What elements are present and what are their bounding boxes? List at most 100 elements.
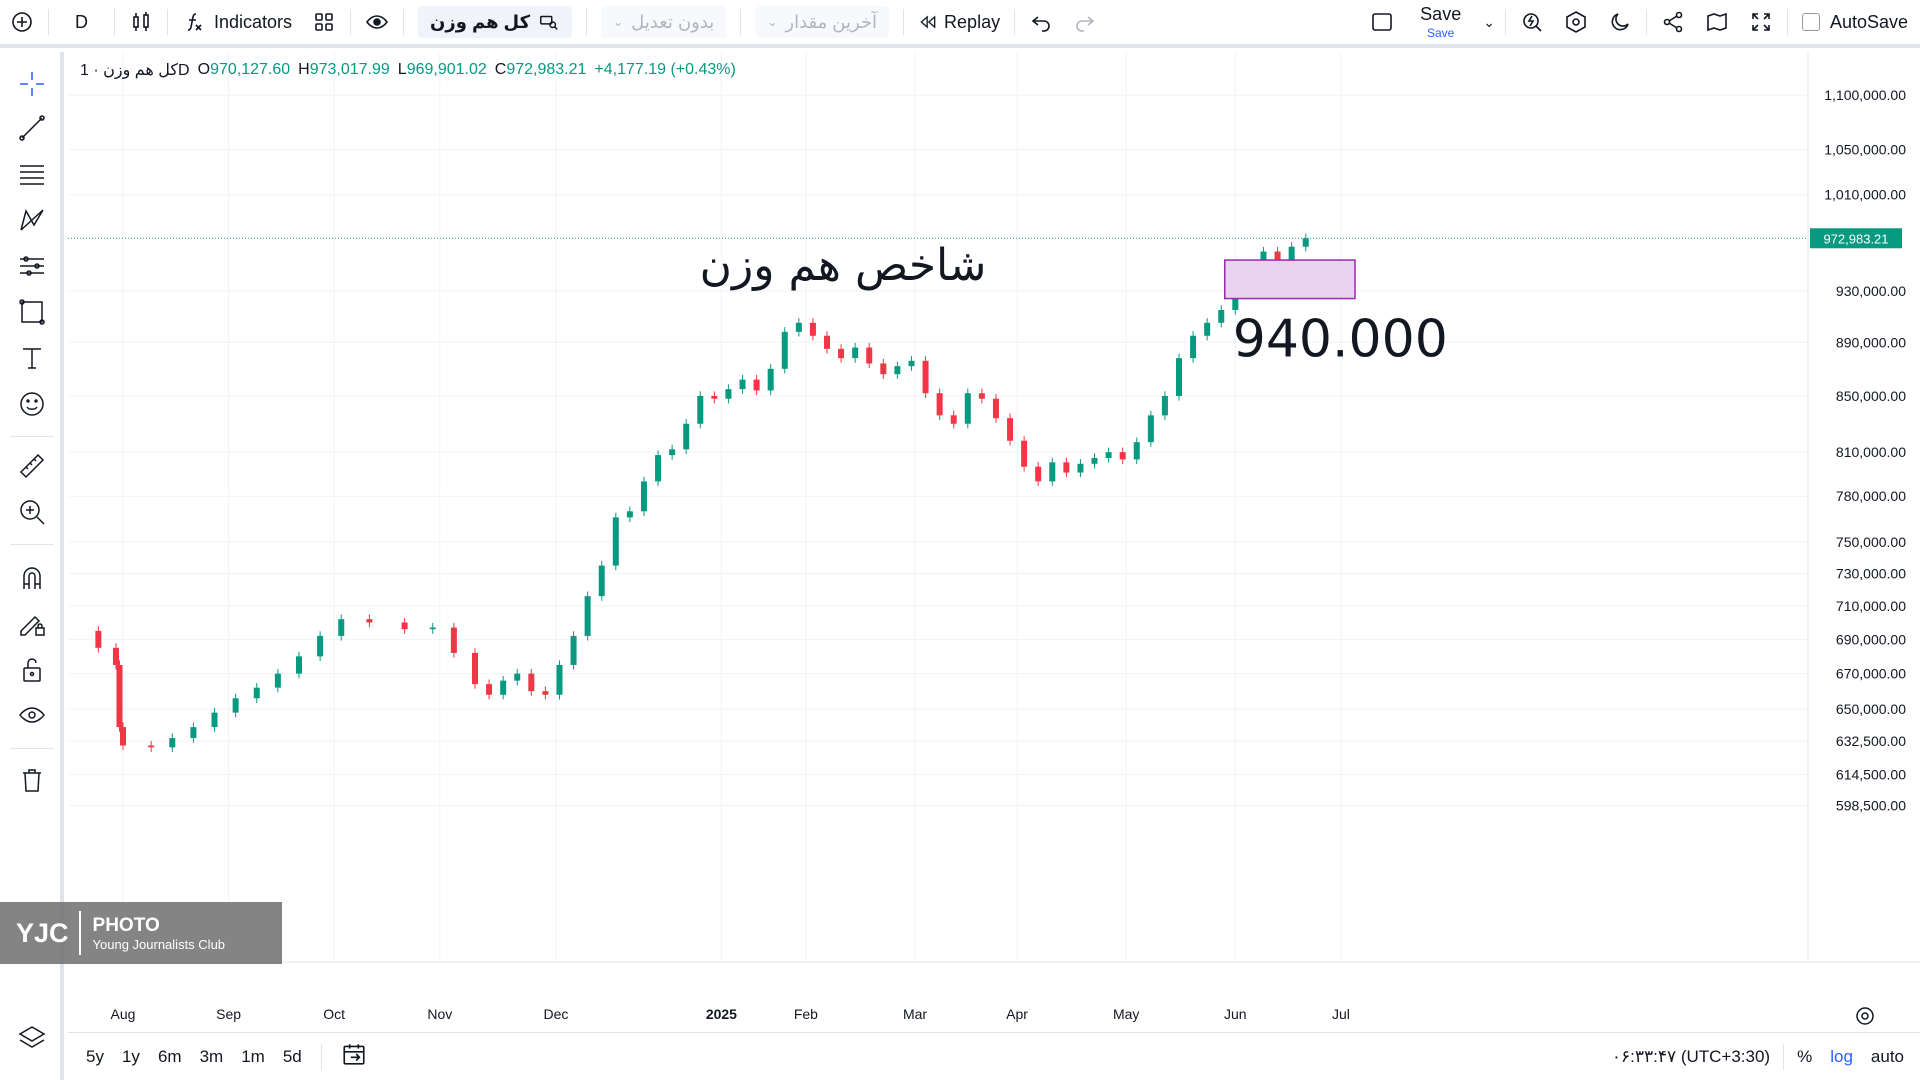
clock-timezone[interactable]: ۰۶:۳۳:۴۷ (UTC+3:30)	[1611, 1046, 1771, 1066]
price-chart[interactable]: شاخص هم وزن 940.000 1,150,000.001,100,00…	[68, 52, 1920, 1030]
target-zone-rectangle[interactable]	[1224, 259, 1356, 300]
percent-scale-button[interactable]: %	[1797, 1046, 1813, 1066]
range-1y-button[interactable]: 1y	[121, 1046, 140, 1066]
unlock-icon	[23, 658, 41, 682]
fullscreen-button[interactable]	[1739, 2, 1783, 42]
value-select[interactable]: ⌄ آخرین مقدار	[755, 6, 890, 38]
candle-body	[626, 511, 633, 518]
divider	[740, 9, 742, 35]
price-tick-label: 614,500.00	[1836, 767, 1906, 783]
open-label: O	[197, 61, 211, 78]
candle-body	[169, 738, 176, 748]
log-scale-button[interactable]: log	[1830, 1046, 1853, 1066]
save-menu-button[interactable]: ⌄	[1477, 2, 1501, 42]
candle-body	[1218, 309, 1225, 323]
symbol-search-label: کل هم وزن	[430, 11, 531, 32]
lock-all-tool[interactable]	[14, 652, 50, 688]
divider	[903, 9, 905, 35]
candle-body	[697, 395, 704, 424]
save-button[interactable]: Save Save	[1404, 2, 1477, 42]
price-axis[interactable]: 1,150,000.001,100,000.001,050,000.001,01…	[1807, 52, 1906, 962]
theme-button[interactable]	[1598, 2, 1642, 42]
candle-body	[1133, 442, 1140, 460]
range-3m-button[interactable]: 3m	[199, 1046, 224, 1066]
price-tick-label: 598,500.00	[1836, 797, 1906, 813]
legend-open: O970,127.60	[198, 61, 291, 79]
text-icon	[23, 348, 41, 369]
prediction-tool[interactable]	[14, 248, 50, 284]
snapshot-button[interactable]	[1695, 2, 1739, 42]
price-tick-label: 690,000.00	[1836, 631, 1906, 647]
range-5y-button[interactable]: 5y	[86, 1046, 104, 1066]
target-value-annotation[interactable]: 940.000	[1233, 310, 1448, 370]
legend-symbol[interactable]: کل هم وزن · 1D	[80, 62, 190, 79]
undo-button[interactable]	[1019, 2, 1063, 42]
candle-body	[1260, 251, 1267, 267]
price-tick-label: 730,000.00	[1836, 566, 1906, 582]
zoom-tool[interactable]	[14, 494, 50, 530]
grid-icon	[315, 13, 333, 31]
object-tree-button[interactable]	[14, 1020, 50, 1056]
candle-body	[866, 347, 873, 364]
emoji-tool[interactable]	[14, 386, 50, 422]
settings-button[interactable]	[1554, 2, 1598, 42]
remove-drawings-tool[interactable]	[14, 762, 50, 798]
redo-button[interactable]	[1063, 2, 1107, 42]
goto-date-button[interactable]	[332, 1041, 376, 1072]
candle-body	[1176, 358, 1182, 396]
trendline-tool[interactable]	[14, 110, 50, 146]
bottom-toolbar: 5y 1y 6m 3m 1m 5d ۰۶:۳۳:۴۷ (UTC+3:30) % …	[68, 1032, 1920, 1080]
range-6m-button[interactable]: 6m	[157, 1046, 182, 1066]
pattern-tool[interactable]	[14, 202, 50, 238]
replay-button[interactable]: Replay	[908, 2, 1010, 42]
crosshair-tool[interactable]	[14, 66, 50, 102]
interval-button[interactable]: D	[75, 11, 88, 32]
add-symbol-button[interactable]	[0, 2, 44, 42]
adjustment-value: بدون تعدیل	[631, 11, 715, 32]
magnet-tool[interactable]	[14, 560, 50, 596]
range-1m-button[interactable]: 1m	[241, 1046, 265, 1066]
value-select-label: آخرین مقدار	[785, 11, 878, 32]
time-tick-label: Mar	[903, 1006, 927, 1022]
value-wrap: ⌄ آخرین مقدار	[745, 2, 899, 42]
quick-search-button[interactable]	[1510, 2, 1554, 42]
symbol-search-button[interactable]: کل هم وزن	[418, 6, 573, 38]
indicators-label: Indicators	[214, 11, 293, 32]
layout-button[interactable]	[1360, 2, 1404, 42]
lock-drawings-tool[interactable]	[14, 606, 50, 642]
auto-scale-button[interactable]: auto	[1870, 1046, 1904, 1066]
shape-tool[interactable]	[14, 294, 50, 330]
time-tick-label: Jun	[1224, 1006, 1247, 1022]
time-axis[interactable]: Aug Sep Oct Nov Dec 2025 Feb Mar Apr May Jun Jul	[68, 961, 1920, 1022]
measure-tool[interactable]	[14, 448, 50, 484]
indicators-button[interactable]: Indicators	[172, 2, 302, 42]
time-tick-label: May	[1113, 1006, 1139, 1022]
hide-drawings-tool[interactable]	[14, 698, 50, 734]
autosave-toggle[interactable]: AutoSave	[1792, 2, 1920, 42]
pattern-icon	[20, 209, 44, 231]
visibility-button[interactable]	[355, 2, 399, 42]
grid-lines	[68, 52, 1808, 962]
autosave-checkbox[interactable]	[1801, 13, 1820, 31]
chart-legend: کل هم وزن · 1D O970,127.60 H973,017.99 L…	[80, 60, 736, 80]
fib-tool[interactable]	[14, 156, 50, 192]
chart-title-annotation[interactable]: شاخص هم وزن	[700, 240, 987, 291]
price-tick-label: 750,000.00	[1836, 534, 1906, 550]
chart-pane[interactable]: شاخص هم وزن 940.000 1,150,000.001,100,00…	[68, 52, 1920, 1030]
text-tool[interactable]	[14, 340, 50, 376]
lightning-search-icon	[1523, 13, 1542, 32]
adjustment-select[interactable]: ⌄ بدون تعدیل	[601, 6, 727, 38]
templates-button[interactable]	[302, 2, 346, 42]
rectangle-icon	[19, 299, 45, 325]
price-tick-label: 890,000.00	[1836, 334, 1906, 350]
candle-body	[725, 389, 732, 399]
divider	[350, 9, 352, 35]
share-button[interactable]	[1651, 2, 1695, 42]
chart-type-button[interactable]	[119, 2, 163, 42]
candle-body	[1302, 238, 1309, 247]
candle-body	[880, 363, 887, 375]
axis-settings-icon[interactable]	[1856, 1007, 1874, 1025]
range-5d-button[interactable]: 5d	[282, 1046, 302, 1066]
price-tick-label: 930,000.00	[1836, 283, 1906, 299]
candle-body	[1105, 452, 1112, 458]
